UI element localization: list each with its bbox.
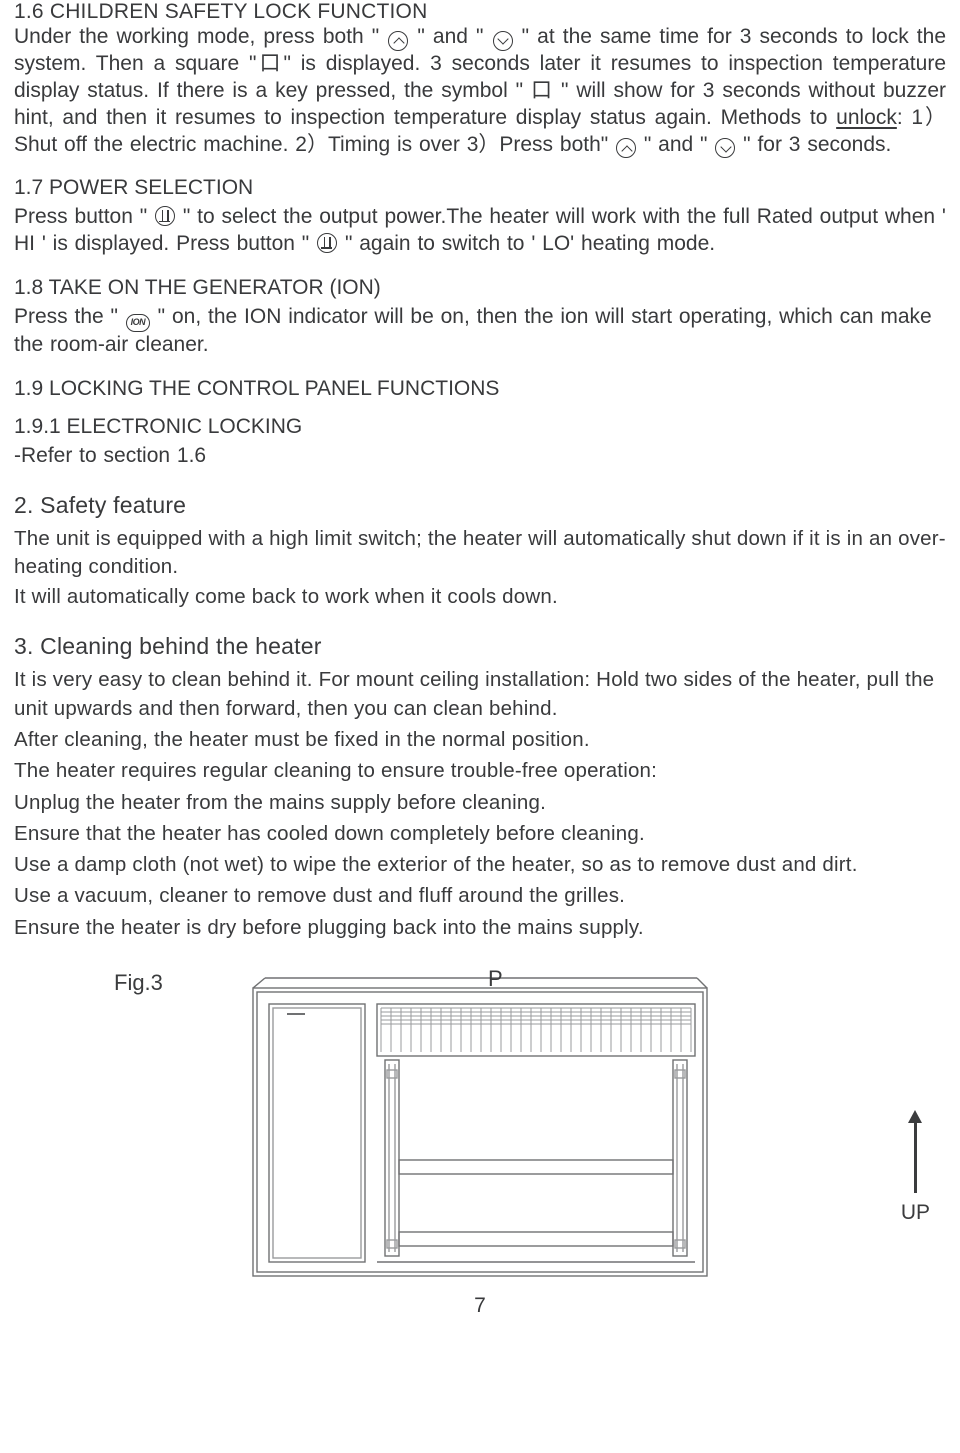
up-icon <box>616 138 636 158</box>
list-item: Ensure that the heater has cooled down c… <box>14 820 946 848</box>
section-1-8-body: Press the " ION " on, the ION indicator … <box>14 304 946 359</box>
text: " for 3 seconds. <box>736 133 891 156</box>
section-3-title: 3. Cleaning behind the heater <box>14 633 946 660</box>
down-icon <box>715 138 735 158</box>
arrow-up-icon <box>908 1110 922 1123</box>
section-1-8-title: 1.8 TAKE ON THE GENERATOR (ION) <box>14 276 946 300</box>
down-icon <box>493 31 513 51</box>
list-item: Use a vacuum, cleaner to remove dust and… <box>14 882 946 910</box>
text: Press button " <box>14 205 154 228</box>
section-2-p2: It will automatically come back to work … <box>14 583 946 611</box>
text: Under the working mode, press both " <box>14 25 387 48</box>
manual-page: 1.6 CHILDREN SAFETY LOCK FUNCTION Under … <box>0 0 960 1338</box>
text-underline: unlock <box>836 106 897 129</box>
power-icon <box>317 233 337 253</box>
up-icon <box>388 31 408 51</box>
page-number: 7 <box>14 1294 946 1318</box>
section-1-9-title: 1.9 LOCKING THE CONTROL PANEL FUNCTIONS <box>14 377 946 401</box>
ion-icon: ION <box>126 314 150 332</box>
text: " on, the ION indicator will be on, then… <box>14 305 932 356</box>
section-1-6-title: 1.6 CHILDREN SAFETY LOCK FUNCTION <box>14 0 946 24</box>
section-2-p1: The unit is equipped with a high limit s… <box>14 525 946 582</box>
section-3-body: It is very easy to clean behind it. For … <box>14 666 946 942</box>
section-1-7-title: 1.7 POWER SELECTION <box>14 176 946 200</box>
section-2-title: 2. Safety feature <box>14 492 946 519</box>
figure-p-label: P <box>488 966 503 992</box>
arrow-line <box>914 1123 917 1193</box>
list-item: Unplug the heater from the mains supply … <box>14 789 946 817</box>
list-item: Ensure the heater is dry before plugging… <box>14 914 946 942</box>
text: Press the " <box>14 305 125 328</box>
section-1-6-body: Under the working mode, press both " " a… <box>14 24 946 158</box>
section-1-9-1-title: 1.9.1 ELECTRONIC LOCKING <box>14 415 946 439</box>
section-1-9-1-ref: -Refer to section 1.6 <box>14 443 946 470</box>
up-label: UP <box>901 1201 930 1225</box>
figure-3: Fig.3 P UP <box>14 970 946 1280</box>
power-icon <box>155 206 175 226</box>
list-item: After cleaning, the heater must be fixed… <box>14 726 946 754</box>
up-indicator: UP <box>901 1110 930 1225</box>
list-item: Use a damp cloth (not wet) to wipe the e… <box>14 851 946 879</box>
figure-label: Fig.3 <box>114 970 163 996</box>
list-item: It is very easy to clean behind it. For … <box>14 666 946 723</box>
list-item: The heater requires regular cleaning to … <box>14 757 946 785</box>
text: " and " <box>409 25 491 48</box>
heater-diagram <box>245 970 715 1280</box>
text: " and " <box>637 133 714 156</box>
text: " again to switch to ' LO' heating mode. <box>338 232 715 255</box>
section-1-7-body: Press button " " to select the output po… <box>14 204 946 258</box>
